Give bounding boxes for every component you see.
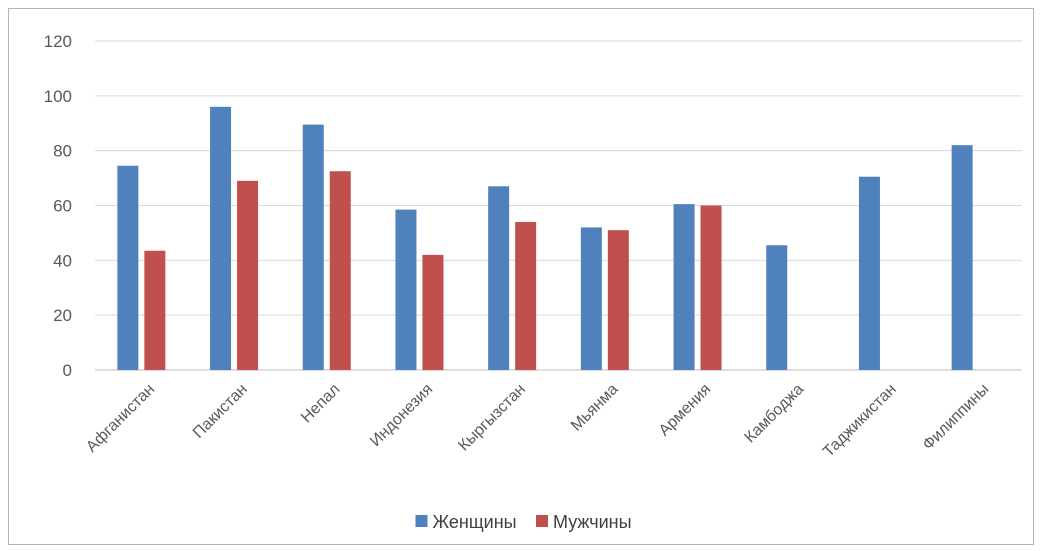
x-axis: Афганистан Пакистан Непал Индонезия Кыргызст… [83,381,992,461]
bars [117,106,973,371]
x-tick-label: Кыргызстан [455,381,529,455]
bar-women [673,204,695,370]
x-tick-label: Афганистан [83,381,158,456]
legend-label: Мужчины [553,512,632,532]
legend: Женщины Мужчины [415,512,632,532]
x-tick-label: Мьянма [568,381,622,435]
bar-men [607,230,629,370]
bar-men [422,254,444,370]
y-tick-label: 20 [53,306,72,325]
bar-women [210,106,232,371]
x-tick-label: Индонезия [367,381,436,450]
bar-women [117,165,139,370]
bar-women [858,176,880,370]
bar-men [237,180,259,370]
y-axis: 0 20 40 60 80 100 120 [44,32,72,380]
bar-men [144,250,166,370]
x-tick-label: Таджикистан [820,381,900,461]
bar-women [766,245,788,370]
legend-swatch [536,515,548,527]
x-tick-label: Непал [298,381,344,427]
bar-women [302,124,324,370]
bar-women [580,227,602,370]
y-tick-label: 40 [53,251,72,270]
legend-label: Женщины [433,512,517,532]
legend-swatch [415,515,428,527]
x-tick-label: Камбоджа [742,381,808,447]
x-tick-label: Армения [656,381,715,440]
y-tick-label: 0 [63,361,72,380]
gridlines [95,40,1022,371]
y-tick-label: 80 [53,142,72,161]
bar-men [329,171,351,370]
y-tick-label: 60 [53,197,72,216]
bar-women [488,186,510,370]
x-tick-label: Филиппины [920,381,993,454]
bar-men [515,221,537,370]
y-tick-label: 100 [44,87,72,106]
bar-women [951,145,973,370]
x-tick-label: Пакистан [190,381,251,442]
y-tick-label: 120 [44,32,72,51]
bar-men [700,205,722,370]
bar-women [395,209,417,370]
